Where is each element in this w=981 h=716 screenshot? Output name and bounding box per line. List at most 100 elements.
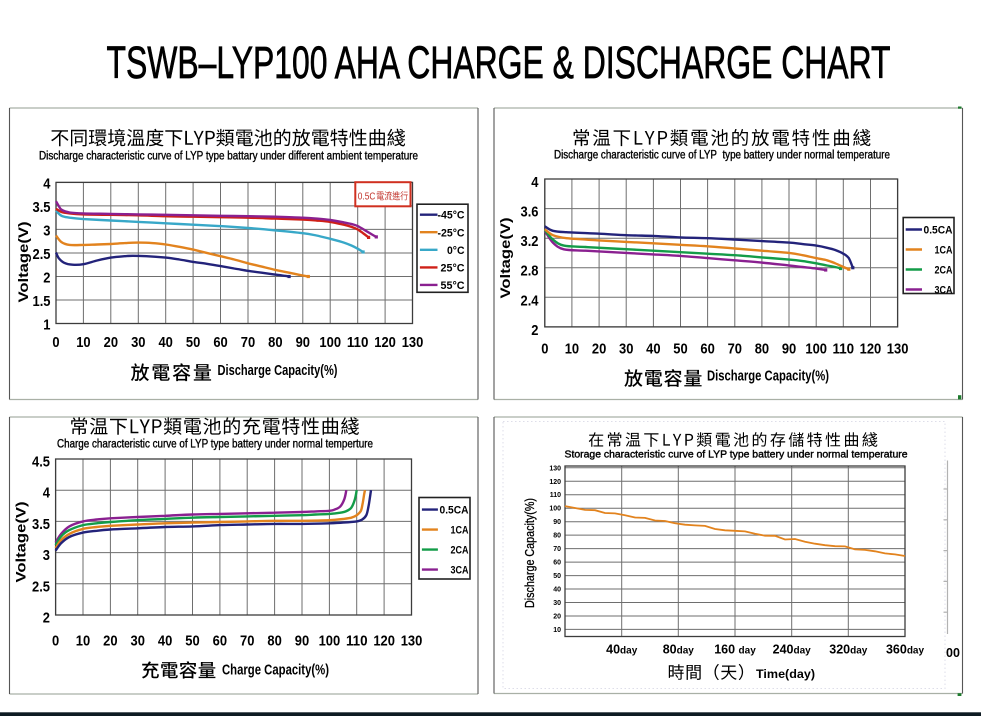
svg-text:0: 0	[52, 335, 59, 351]
svg-text:40: 40	[158, 335, 172, 351]
svg-text:TSWB–LYP100 AHA CHARGE & DISCH: TSWB–LYP100 AHA CHARGE & DISCHARGE CHART	[107, 37, 891, 88]
svg-text:Voltage(V): Voltage(V)	[15, 222, 31, 303]
svg-text:1.5: 1.5	[33, 294, 51, 310]
svg-text:Time(day): Time(day)	[756, 667, 815, 681]
svg-text:70: 70	[728, 342, 742, 358]
svg-text:30: 30	[553, 600, 561, 607]
svg-text:2: 2	[531, 323, 538, 339]
svg-text:70: 70	[553, 546, 561, 553]
svg-text:20: 20	[104, 335, 118, 351]
svg-text:55°C: 55°C	[441, 280, 465, 292]
svg-text:60: 60	[700, 342, 714, 358]
svg-text:Discharge characteristic curve: Discharge characteristic curve of LYP ty…	[39, 151, 418, 163]
svg-text:4: 4	[531, 175, 538, 191]
svg-text:0.5C: 0.5C	[358, 192, 376, 203]
svg-text:2.5: 2.5	[33, 247, 51, 263]
svg-text:4: 4	[43, 486, 50, 502]
svg-text:10: 10	[553, 627, 561, 634]
svg-text:80day: 80day	[663, 643, 695, 657]
svg-text:25°C: 25°C	[441, 262, 465, 274]
svg-text:90: 90	[553, 519, 561, 526]
svg-text:Voltage(V): Voltage(V)	[13, 502, 29, 583]
svg-text:-25°C: -25°C	[438, 227, 465, 239]
svg-text:0.5CA: 0.5CA	[440, 505, 469, 517]
svg-text:3CA: 3CA	[935, 285, 953, 297]
svg-text:4: 4	[43, 177, 50, 193]
svg-text:70: 70	[240, 634, 254, 650]
svg-text:2: 2	[43, 611, 50, 627]
svg-text:110: 110	[550, 492, 561, 499]
svg-text:3CA: 3CA	[451, 565, 469, 577]
svg-text:Charge Capacity(%): Charge Capacity(%)	[222, 662, 329, 678]
svg-text:Voltage(V): Voltage(V)	[497, 218, 513, 299]
svg-text:2CA: 2CA	[451, 545, 469, 557]
svg-text:Charge characteristic curve of: Charge characteristic curve of LYP type …	[57, 439, 373, 451]
svg-text:1CA: 1CA	[451, 525, 469, 537]
svg-text:320day: 320day	[829, 643, 868, 657]
svg-text:Discharge Capacity(%): Discharge Capacity(%)	[523, 498, 537, 608]
svg-text:30: 30	[131, 335, 145, 351]
svg-text:130: 130	[887, 342, 909, 358]
svg-text:60: 60	[553, 560, 561, 567]
svg-text:40: 40	[646, 342, 660, 358]
svg-text:1CA: 1CA	[935, 245, 953, 257]
svg-text:110: 110	[347, 335, 369, 351]
svg-text:1: 1	[43, 318, 50, 334]
svg-text:30: 30	[131, 634, 145, 650]
svg-text:3.5: 3.5	[33, 200, 51, 216]
svg-text:120: 120	[860, 342, 882, 358]
svg-text:20: 20	[553, 613, 561, 620]
svg-text:0.5CA: 0.5CA	[924, 225, 953, 237]
svg-text:80: 80	[267, 634, 281, 650]
svg-text:2.5: 2.5	[32, 579, 50, 595]
svg-text:Storage characteristic curve o: Storage characteristic curve of LYP type…	[565, 449, 908, 461]
svg-text:50: 50	[186, 335, 200, 351]
svg-text:0: 0	[541, 342, 548, 358]
svg-text:120: 120	[549, 479, 561, 486]
svg-text:3: 3	[43, 224, 50, 240]
svg-text:3.2: 3.2	[521, 234, 539, 250]
svg-text:130: 130	[401, 634, 423, 650]
svg-text:160 day: 160 day	[714, 643, 756, 657]
svg-text:2.8: 2.8	[521, 264, 539, 280]
svg-text:Discharge Capacity(%): Discharge Capacity(%)	[707, 369, 829, 385]
svg-text:2: 2	[43, 271, 50, 287]
svg-text:40: 40	[553, 587, 561, 594]
svg-text:130: 130	[402, 335, 424, 351]
svg-text:0°C: 0°C	[447, 245, 465, 257]
svg-text:80: 80	[755, 342, 769, 358]
svg-text:Discharge characteristic curve: Discharge characteristic curve of LYP ty…	[554, 150, 890, 162]
svg-text:80: 80	[553, 533, 561, 540]
svg-text:10: 10	[565, 342, 579, 358]
svg-text:0: 0	[52, 634, 59, 650]
svg-text:Discharge Capacity(%): Discharge Capacity(%)	[218, 363, 338, 379]
svg-text:90: 90	[296, 335, 310, 351]
svg-text:100: 100	[319, 634, 341, 650]
svg-text:100: 100	[549, 506, 561, 513]
svg-text:4.5: 4.5	[32, 455, 50, 471]
svg-text:130: 130	[549, 465, 561, 472]
svg-text:110: 110	[346, 634, 368, 650]
svg-text:60: 60	[213, 335, 227, 351]
svg-text:40day: 40day	[606, 643, 638, 657]
svg-text:110: 110	[833, 342, 855, 358]
svg-text:50: 50	[185, 634, 199, 650]
svg-text:10: 10	[76, 634, 90, 650]
svg-text:-45°C: -45°C	[438, 210, 465, 222]
svg-text:00: 00	[946, 646, 960, 660]
svg-text:50: 50	[673, 342, 687, 358]
svg-text:2CA: 2CA	[935, 265, 953, 277]
svg-text:100: 100	[319, 335, 341, 351]
svg-text:70: 70	[241, 335, 255, 351]
svg-text:120: 120	[373, 634, 395, 650]
svg-text:60: 60	[213, 634, 227, 650]
svg-text:30: 30	[619, 342, 633, 358]
svg-text:10: 10	[76, 335, 90, 351]
svg-text:20: 20	[592, 342, 606, 358]
svg-text:120: 120	[374, 335, 396, 351]
svg-text:90: 90	[782, 342, 796, 358]
svg-text:80: 80	[268, 335, 282, 351]
svg-text:20: 20	[103, 634, 117, 650]
svg-text:3: 3	[43, 548, 50, 564]
svg-text:90: 90	[295, 634, 309, 650]
